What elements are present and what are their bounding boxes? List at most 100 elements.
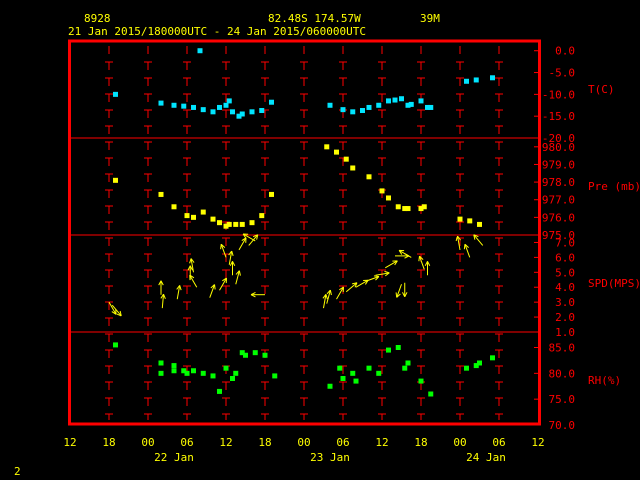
temperature-point (236, 113, 242, 119)
pressure-point (457, 216, 463, 222)
wind-arrow-head (354, 282, 358, 288)
temperature-y-tick-label: 0.0 (555, 45, 575, 58)
wind-arrow-head (189, 274, 195, 279)
wind-arrow-head (419, 255, 424, 260)
wind_speed-y-tick-label: 1.0 (555, 326, 575, 339)
wind-arrow-head (473, 234, 479, 238)
pressure-point (467, 218, 473, 224)
humidity-point (353, 378, 359, 384)
temperature-point (425, 104, 430, 110)
axis-labels: 12 18 00 06 12 18 00 06 12 18 00 06 12 22 Jan 23 Jan 24… (63, 45, 640, 464)
wind-arrow (242, 233, 256, 242)
humidity-point (340, 376, 346, 381)
wind-arrow-head (464, 243, 469, 249)
wind-arrow-head (235, 270, 240, 275)
plot-frame (68, 39, 541, 426)
pressure-panel-label: Pre (mb) (588, 180, 640, 193)
x-tick-label: 18 (258, 436, 271, 449)
wind-arrow (209, 284, 216, 298)
wind-arrow-head (375, 276, 380, 281)
wind-arrow (220, 243, 227, 258)
wind-arrow-shaft (189, 274, 198, 288)
temperature-point (408, 101, 414, 107)
humidity-point (405, 360, 411, 366)
pressure-point (421, 204, 427, 210)
pressure-point (334, 149, 339, 155)
wind_speed-y-tick-label: 3.0 (555, 296, 575, 309)
wind-arrow (473, 234, 484, 246)
wind-arrow (250, 291, 265, 298)
x-tick-label: 06 (492, 436, 505, 449)
humidity-point (243, 352, 248, 358)
wind-arrow-head (398, 250, 403, 255)
temperature-point (386, 98, 391, 104)
x-tick-label: 12 (63, 436, 76, 449)
wind-arrow-head (163, 293, 166, 299)
humidity-point (464, 365, 469, 371)
wind-arrow (385, 260, 398, 269)
wind-arrow-head (396, 293, 401, 298)
wind-arrow (228, 250, 234, 265)
x-tick-label: 12 (375, 436, 388, 449)
pressure-point (249, 220, 255, 226)
wind-arrow-head (189, 258, 192, 264)
wind_speed-panel-label: SPD(MPS) (588, 277, 640, 290)
wind-arrow-shaft (473, 234, 484, 246)
temperature-point (428, 104, 434, 110)
pressure-point (191, 214, 196, 220)
wind-arrow-head (176, 285, 181, 290)
page-number: 2 (14, 465, 21, 478)
wind-arrow-shaft (235, 270, 240, 285)
wind-arrow-head (232, 261, 236, 266)
wind-arrow (424, 261, 431, 276)
wind-arrow (455, 235, 461, 251)
temperature-point (171, 102, 177, 108)
wind-arrow (189, 274, 198, 288)
wind-arrow-head (256, 234, 259, 240)
wind-arrow-shaft (219, 277, 227, 291)
wind-arrow-head (250, 294, 256, 298)
wind-arrow-head (214, 284, 216, 290)
wind-arrow (158, 280, 164, 295)
pressure-point (269, 191, 274, 197)
wind-arrow-head (463, 244, 466, 250)
humidity-point (223, 365, 229, 371)
wind-arrow-head (473, 234, 476, 240)
wind-arrow (189, 258, 195, 273)
x-tick-label: 18 (102, 436, 115, 449)
humidity-y-tick-label: 75.0 (549, 393, 576, 406)
temperature-point (399, 96, 404, 102)
wind-arrow-shaft (242, 233, 256, 242)
wind-arrow-head (228, 250, 233, 256)
wind-arrow-shaft (385, 260, 398, 269)
wind-arrow-head (424, 261, 428, 266)
wind-arrow (238, 237, 247, 251)
wind-arrow-head (158, 280, 162, 286)
pressure-point (200, 209, 206, 215)
pressure-point (233, 221, 239, 227)
wind-arrow-head (116, 313, 122, 317)
wind-arrow-head (339, 286, 344, 291)
wind-arrow-head (241, 237, 247, 241)
wind-arrow-head (160, 280, 164, 286)
humidity-point (233, 370, 239, 376)
humidity-point (395, 345, 401, 350)
temperature-point (191, 104, 196, 110)
humidity-point (191, 368, 196, 374)
wind-arrow (336, 286, 344, 300)
wind-arrow (235, 270, 241, 285)
x-tick-label: 00 (297, 436, 310, 449)
x-tick-label: 06 (180, 436, 193, 449)
wind-arrow-head (322, 294, 327, 299)
temperature-point (490, 75, 495, 81)
temperature-point (376, 102, 382, 108)
wind-arrow-shaft (190, 258, 194, 273)
humidity-point (158, 360, 164, 366)
temperature-y-tick-label: -10.0 (542, 88, 575, 101)
x-tick-label: 00 (141, 436, 154, 449)
wind-arrow (365, 275, 380, 282)
humidity-point (272, 373, 278, 379)
pressure-point (379, 188, 385, 194)
pressure-point (226, 221, 232, 227)
wind-arrow-head (111, 311, 117, 315)
